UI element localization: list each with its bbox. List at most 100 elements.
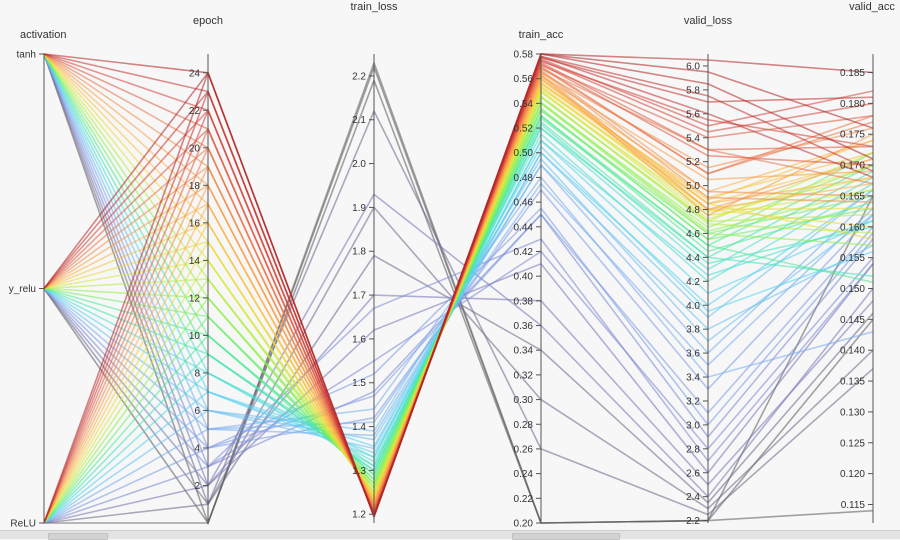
tick-label-epoch: 6 xyxy=(194,406,200,417)
tick-label-train_loss: 2.2 xyxy=(352,71,366,82)
tick-label-valid_acc: 0.165 xyxy=(840,191,865,202)
tick-label-valid_loss: 2.6 xyxy=(686,468,700,479)
series-line-64 xyxy=(43,89,874,524)
tick-label-train_acc: 0.28 xyxy=(514,420,534,431)
tick-label-epoch: 8 xyxy=(194,368,200,379)
tick-label-train_loss: 1.9 xyxy=(352,203,366,214)
tick-label-epoch: 4 xyxy=(194,443,200,454)
tick-label-valid_loss: 2.4 xyxy=(686,492,700,503)
tick-label-epoch: 2 xyxy=(194,481,200,492)
tick-label-epoch: 22 xyxy=(189,106,201,117)
tick-label-epoch: 16 xyxy=(189,218,201,229)
tick-label-valid_loss: 4.6 xyxy=(686,229,700,240)
axes: activationtanhy_reluReLUepoch24681012141… xyxy=(9,1,896,530)
series-line-61 xyxy=(43,107,874,524)
tick-label-train_acc: 0.38 xyxy=(514,296,534,307)
tick-label-valid_acc: 0.185 xyxy=(840,68,865,79)
axis-train_acc: train_acc 0.20 0.22 0.24 0.26 0.28 0.30 0.32 0.3… xyxy=(514,29,564,530)
series-line-29 xyxy=(43,213,874,449)
tick-label-valid_acc: 0.140 xyxy=(840,346,865,357)
tick-label-valid_acc: 0.180 xyxy=(840,99,865,110)
tick-label-train_acc: 0.44 xyxy=(514,222,534,233)
series-lines xyxy=(43,53,874,526)
tick-label-train_acc: 0.48 xyxy=(514,173,534,184)
tick-label-valid_loss: 3.6 xyxy=(686,349,700,360)
tick-label-train_loss: 1.8 xyxy=(352,247,366,258)
tick-label-train_acc: 0.50 xyxy=(514,148,534,159)
series-line-32 xyxy=(43,151,874,454)
tick-label-valid_acc: 0.170 xyxy=(840,161,865,172)
tick-label-valid_loss: 4.4 xyxy=(686,253,700,264)
tick-label-valid_acc: 0.130 xyxy=(840,407,865,418)
series-line-2 xyxy=(43,53,874,487)
axis-title-valid_acc: valid_acc xyxy=(849,1,895,13)
tick-label-valid_loss: 3.2 xyxy=(686,396,700,407)
tick-label-activation: y_relu xyxy=(9,284,36,295)
axis-valid_acc: valid_acc 0.115 0.120 0.125 0.130 0.135 0.140 0… xyxy=(840,1,895,523)
tick-label-epoch: 12 xyxy=(189,293,201,304)
tick-label-train_loss: 2.0 xyxy=(352,159,366,170)
tick-label-train_acc: 0.22 xyxy=(514,494,534,505)
series-line-17 xyxy=(43,53,874,506)
tick-label-epoch: 14 xyxy=(189,256,201,267)
series-line-74 xyxy=(43,53,874,524)
tick-label-valid_acc: 0.150 xyxy=(840,284,865,295)
tick-label-train_acc: 0.40 xyxy=(514,272,534,283)
tick-label-valid_loss: 5.8 xyxy=(686,85,700,96)
tick-label-valid_acc: 0.145 xyxy=(840,315,865,326)
tick-label-valid_acc: 0.135 xyxy=(840,377,865,388)
tick-label-train_acc: 0.26 xyxy=(514,444,534,455)
tick-label-valid_loss: 3.8 xyxy=(686,325,700,336)
tick-label-valid_loss: 5.4 xyxy=(686,133,700,144)
tick-label-train_acc: 0.36 xyxy=(514,321,534,332)
tick-label-valid_acc: 0.125 xyxy=(840,438,865,449)
tick-label-train_loss: 1.4 xyxy=(352,422,366,433)
tick-label-valid_loss: 4.8 xyxy=(686,205,700,216)
tick-label-train_loss: 1.6 xyxy=(352,334,366,345)
tick-label-train_loss: 1.7 xyxy=(352,291,366,302)
tick-label-train_acc: 0.52 xyxy=(514,124,534,135)
tick-label-train_acc: 0.34 xyxy=(514,346,534,357)
tick-label-train_acc: 0.56 xyxy=(514,74,534,85)
tick-label-train_acc: 0.58 xyxy=(514,50,534,61)
axis-valid_loss: valid_loss 2.2 2.4 2.6 2.8 3.0 3.2 3.4 3.6 3.8 4.0… xyxy=(684,15,733,527)
series-line-53 xyxy=(43,238,874,524)
tick-label-train_loss: 1.3 xyxy=(352,466,366,477)
tick-label-valid_acc: 0.155 xyxy=(840,253,865,264)
axis-title-epoch: epoch xyxy=(193,15,223,27)
tick-label-valid_acc: 0.115 xyxy=(841,500,866,511)
tick-label-epoch: 18 xyxy=(189,181,201,192)
axis-activation: activation tanh y_relu ReLU xyxy=(9,29,67,530)
tick-label-valid_loss: 6.0 xyxy=(686,61,700,72)
tick-label-train_loss: 2.1 xyxy=(352,115,366,126)
tick-label-valid_loss: 2.2 xyxy=(686,516,700,527)
tick-label-valid_loss: 4.0 xyxy=(686,301,700,312)
tick-label-epoch: 10 xyxy=(189,331,201,342)
tick-label-valid_loss: 2.8 xyxy=(686,444,700,455)
tick-label-train_acc: 0.54 xyxy=(514,99,534,110)
axis-title-valid_loss: valid_loss xyxy=(684,15,733,27)
tick-label-train_acc: 0.32 xyxy=(514,370,534,381)
tick-label-train_acc: 0.30 xyxy=(514,395,534,406)
tick-label-valid_loss: 4.2 xyxy=(686,277,700,288)
tick-label-valid_acc: 0.175 xyxy=(840,130,865,141)
scrollbar-thumb-right[interactable] xyxy=(512,533,620,540)
tick-label-epoch: 20 xyxy=(189,143,201,154)
tick-label-valid_acc: 0.120 xyxy=(840,469,865,480)
axis-title-train_loss: train_loss xyxy=(350,1,398,13)
tick-label-train_acc: 0.20 xyxy=(514,519,534,530)
tick-label-activation: ReLU xyxy=(10,519,36,530)
tick-label-activation: tanh xyxy=(17,50,36,61)
tick-label-train_loss: 1.5 xyxy=(352,378,366,389)
tick-label-valid_acc: 0.160 xyxy=(840,222,865,233)
axis-title-train_acc: train_acc xyxy=(519,29,564,41)
tick-label-valid_loss: 3.4 xyxy=(686,373,700,384)
tick-label-train_loss: 1.2 xyxy=(352,510,366,521)
tick-label-valid_loss: 3.0 xyxy=(686,420,700,431)
tick-label-train_acc: 0.24 xyxy=(514,469,534,480)
series-line-52 xyxy=(43,193,874,524)
scrollbar-thumb-left[interactable] xyxy=(48,533,108,540)
tick-label-valid_loss: 5.0 xyxy=(686,181,700,192)
tick-label-train_acc: 0.42 xyxy=(514,247,534,258)
